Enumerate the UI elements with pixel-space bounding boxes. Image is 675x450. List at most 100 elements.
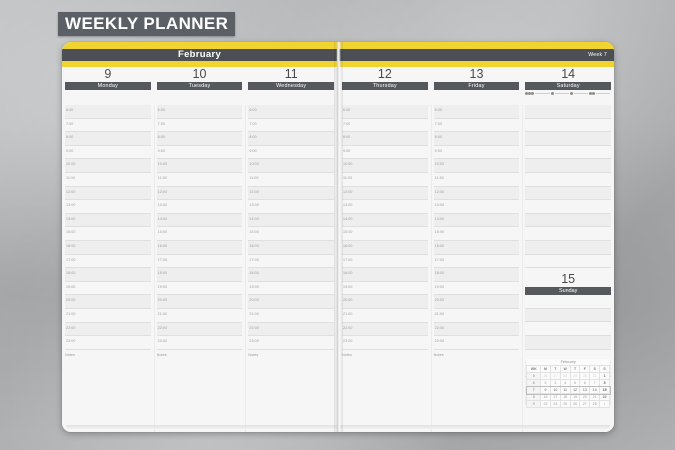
mini-calendar-week-row[interactable]: 9 23 24 25 26 27 28 1 (526, 400, 611, 408)
day-column-thursday[interactable]: 6:00 7:00 8:00 9:00 10:00 11:00 12:00 13:00 14:0… (339, 105, 431, 432)
mini-calendar-day-cell[interactable]: 20 (579, 393, 591, 401)
time-slot[interactable]: 19:00 (433, 282, 520, 296)
mini-calendar-day-cell[interactable]: 26 (569, 400, 581, 408)
time-slot[interactable]: 14:00 (65, 213, 151, 228)
time-slot[interactable]: 10:00 (156, 159, 243, 173)
time-slot[interactable]: 12:00 (65, 186, 151, 201)
mini-calendar-day-cell[interactable]: 18 (559, 393, 571, 401)
saturday-ruled-line[interactable] (525, 213, 612, 228)
time-slot[interactable]: 10:00 (342, 159, 428, 173)
day-header-wednesday[interactable]: 11 Wednesday (245, 67, 337, 92)
time-slot[interactable]: 14:00 (433, 213, 520, 228)
time-slot[interactable]: 17:00 (342, 255, 428, 269)
time-slot[interactable]: 16:00 (248, 240, 335, 255)
mini-calendar-day-cell[interactable]: 16 (540, 393, 551, 401)
saturday-ruled-line[interactable] (525, 227, 612, 241)
time-slot[interactable]: 13:00 (342, 200, 428, 214)
sunday-ruled-line[interactable] (525, 308, 612, 323)
time-slot[interactable]: 21:00 (433, 309, 520, 323)
mini-calendar-day-cell[interactable]: 10 (549, 386, 561, 394)
mini-calendar-day-cell[interactable]: 15 (599, 386, 611, 394)
saturday-ruled-line[interactable] (525, 159, 612, 173)
time-slot[interactable]: 19:00 (248, 282, 335, 296)
time-slot[interactable]: 9:00 (248, 146, 335, 160)
time-slot[interactable]: 23:00 (342, 336, 428, 350)
time-slot[interactable]: 12:00 (342, 186, 428, 201)
time-slot[interactable]: 11:00 (156, 173, 243, 187)
time-slot[interactable]: 20:00 (433, 295, 520, 309)
saturday-ruled-line[interactable] (525, 255, 612, 269)
time-slot[interactable]: 15:00 (156, 227, 243, 241)
time-slot[interactable]: 20:00 (248, 295, 335, 309)
time-slot[interactable]: 14:00 (342, 213, 428, 228)
day-header-monday[interactable]: 9 Monday (62, 67, 154, 92)
time-slot[interactable]: 19:00 (65, 282, 151, 296)
mini-calendar-day-cell[interactable]: 13 (579, 386, 591, 394)
mini-calendar-day-cell[interactable]: 1 (599, 372, 611, 380)
time-slot[interactable]: 12:00 (248, 186, 335, 201)
time-slot[interactable]: 20:00 (65, 295, 151, 309)
mini-calendar-day-cell[interactable]: 30 (579, 372, 591, 380)
saturday-ruled-line[interactable] (525, 119, 612, 133)
mini-calendar-day-cell[interactable]: 14 (589, 386, 601, 394)
mini-calendar-week-row[interactable]: 5 26 27 28 29 30 31 1 (526, 372, 611, 380)
saturday-ruled-line[interactable] (525, 200, 612, 214)
time-slot[interactable]: 9:00 (65, 146, 151, 160)
mini-calendar-day-cell[interactable]: 17 (549, 393, 561, 401)
time-slot[interactable]: 21:00 (248, 309, 335, 323)
time-slot[interactable]: 21:00 (156, 309, 243, 323)
notes-area[interactable] (434, 358, 520, 398)
time-slot[interactable]: 10:00 (65, 159, 151, 173)
time-slot[interactable]: 11:00 (248, 173, 335, 187)
mini-calendar-day-cell[interactable]: 11 (559, 386, 571, 394)
time-slot[interactable]: 9:00 (342, 146, 428, 160)
time-slot[interactable]: 23:00 (248, 336, 335, 350)
time-slot[interactable]: 16:00 (342, 240, 428, 255)
time-slot[interactable]: 21:00 (65, 309, 151, 323)
sunday-ruled-line[interactable] (525, 295, 612, 309)
saturday-ruled-line[interactable] (525, 132, 612, 146)
day-column-friday[interactable]: 6:00 7:00 8:00 9:00 10:00 11:00 12:00 13:00 14:0… (431, 105, 523, 432)
sunday-header[interactable]: 15 Sunday (525, 268, 612, 296)
time-slot[interactable]: 7:00 (248, 119, 335, 133)
notes-area[interactable] (248, 358, 334, 398)
time-slot[interactable]: 22:00 (156, 322, 243, 337)
mini-calendar-day-cell[interactable]: 5 (569, 379, 581, 387)
mini-calendar-day-cell[interactable]: 29 (569, 372, 581, 380)
mini-calendar-day-cell[interactable]: 21 (589, 393, 601, 401)
time-slot[interactable]: 12:00 (156, 186, 243, 201)
time-slot[interactable]: 13:00 (156, 200, 243, 214)
time-slot[interactable]: 12:00 (433, 186, 520, 201)
time-slot[interactable]: 8:00 (248, 132, 335, 146)
time-slot[interactable]: 16:00 (65, 240, 151, 255)
time-slot[interactable]: 17:00 (248, 255, 335, 269)
time-slot[interactable]: 19:00 (342, 282, 428, 296)
mini-calendar-day-cell[interactable]: 28 (589, 400, 601, 408)
mini-calendar-day-cell[interactable]: 28 (559, 372, 571, 380)
time-slot[interactable]: 17:00 (433, 255, 520, 269)
mini-calendar-week-row[interactable]: 7 9 10 11 12 13 14 15 (525, 385, 611, 395)
time-slot[interactable]: 18:00 (433, 268, 520, 282)
time-slot[interactable]: 18:00 (342, 268, 428, 282)
time-slot[interactable]: 22:00 (433, 322, 520, 337)
time-slot[interactable]: 6:00 (248, 105, 335, 119)
mini-calendar-day-cell[interactable]: 19 (569, 393, 581, 401)
mini-calendar-day-cell[interactable]: 6 (579, 379, 591, 387)
time-slot[interactable]: 11:00 (433, 173, 520, 187)
time-slot[interactable]: 7:00 (433, 119, 520, 133)
time-slot[interactable]: 16:00 (433, 240, 520, 255)
mini-calendar-day-cell[interactable]: 7 (589, 379, 601, 387)
time-slot[interactable]: 20:00 (156, 295, 243, 309)
time-slot[interactable]: 11:00 (65, 173, 151, 187)
time-slot[interactable]: 14:00 (248, 213, 335, 228)
mini-calendar-day-cell[interactable]: 12 (569, 386, 581, 394)
time-slot[interactable]: 23:00 (156, 336, 243, 350)
time-slot[interactable]: 7:00 (65, 119, 151, 133)
time-slot[interactable]: 15:00 (342, 227, 428, 241)
notes-area[interactable] (157, 358, 243, 398)
mini-calendar-day-cell[interactable]: 23 (540, 400, 551, 408)
time-slot[interactable]: 11:00 (342, 173, 428, 187)
time-slot[interactable]: 14:00 (156, 213, 243, 228)
time-slot[interactable]: 9:00 (433, 146, 520, 160)
